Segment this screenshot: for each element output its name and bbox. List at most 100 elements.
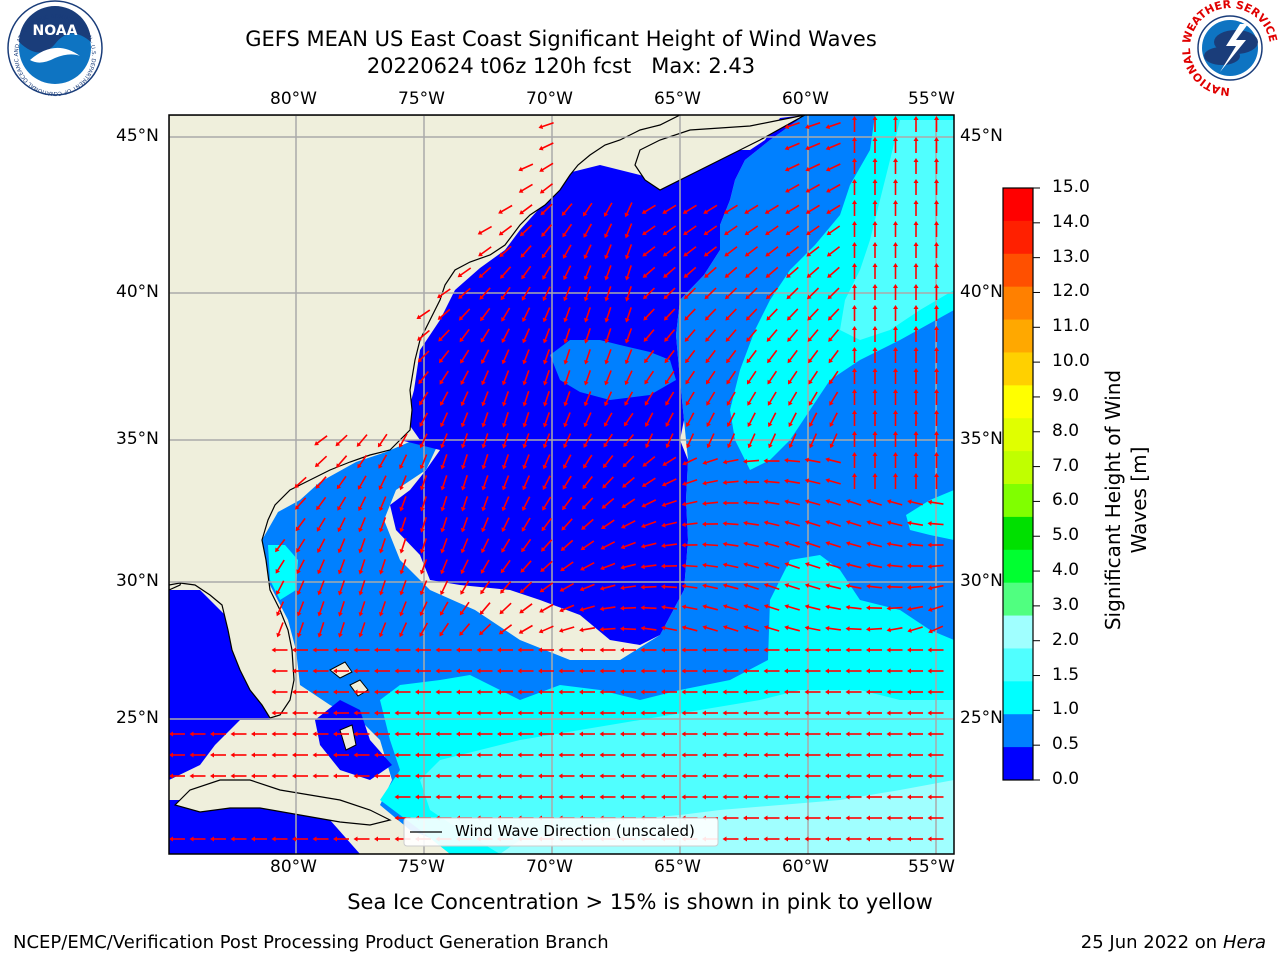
wind-wave-arrow-head xyxy=(502,401,507,407)
wind-wave-arrow-head xyxy=(747,401,752,406)
wind-wave-arrow xyxy=(748,412,756,426)
wind-wave-arrow-head xyxy=(826,252,832,257)
wind-wave-arrow-head xyxy=(886,584,891,590)
wind-wave-arrow xyxy=(540,582,554,592)
colorbar-segment xyxy=(1003,451,1033,485)
wind-wave-arrow-head xyxy=(497,689,501,695)
wind-wave-arrow xyxy=(581,583,595,591)
wind-wave-arrow xyxy=(786,563,800,569)
wind-wave-arrow-head xyxy=(640,710,645,716)
wind-wave-arrow-head xyxy=(725,294,730,300)
wind-wave-arrow-head xyxy=(642,252,648,257)
wind-wave-arrow xyxy=(888,564,903,568)
wind-wave-arrow xyxy=(564,412,571,426)
wind-wave-arrow xyxy=(929,605,944,611)
wind-wave-arrow-head xyxy=(787,337,792,342)
wind-wave-arrow-head xyxy=(913,116,919,120)
wind-wave-arrow xyxy=(358,475,367,489)
wind-wave-arrow xyxy=(459,623,471,635)
wind-wave-arrow-head xyxy=(398,443,404,448)
wind-wave-arrow xyxy=(642,606,657,610)
wind-wave-arrow-head xyxy=(538,145,544,151)
wind-wave-arrow-head xyxy=(807,337,813,342)
wind-wave-arrow xyxy=(809,391,818,405)
wind-wave-arrow-head xyxy=(497,668,501,674)
wind-wave-arrow xyxy=(460,601,470,615)
wind-wave-arrow-head xyxy=(415,689,419,695)
wind-wave-arrow-head xyxy=(804,562,810,567)
wind-wave-arrow-head xyxy=(893,221,898,225)
wind-wave-arrow-head xyxy=(913,242,919,246)
wind-wave-arrow-head xyxy=(643,316,648,321)
wind-wave-arrow-head xyxy=(415,710,419,716)
wind-wave-arrow xyxy=(523,433,530,447)
wind-wave-arrow-head xyxy=(602,463,608,469)
wind-wave-arrow xyxy=(543,286,551,300)
wind-wave-arrow-head xyxy=(583,211,588,217)
wind-wave-arrow xyxy=(806,563,821,569)
wind-wave-arrow xyxy=(459,308,471,320)
wind-wave-arrow-head xyxy=(316,527,322,532)
wind-wave-arrow-head xyxy=(189,836,194,842)
wind-wave-arrow xyxy=(462,496,468,510)
wind-wave-arrow-head xyxy=(271,773,276,779)
wind-wave-arrow-head xyxy=(338,612,343,617)
wind-wave-arrow-head xyxy=(579,586,585,592)
wind-wave-arrow-head xyxy=(624,380,630,386)
wind-wave-arrow-head xyxy=(784,710,788,716)
wind-wave-arrow xyxy=(622,498,636,508)
wind-wave-arrow xyxy=(707,412,715,426)
wind-wave-arrow-head xyxy=(934,221,939,225)
wind-wave-arrow xyxy=(564,286,571,300)
wind-wave-arrow xyxy=(724,480,739,484)
wind-wave-arrow-head xyxy=(934,116,939,120)
wind-wave-arrow xyxy=(543,412,551,426)
wind-wave-arrow xyxy=(623,434,635,446)
wind-wave-arrow-head xyxy=(827,316,833,321)
wind-wave-arrow-head xyxy=(500,274,505,279)
wind-wave-arrow xyxy=(584,412,592,426)
wind-wave-arrow-head xyxy=(685,379,690,385)
wind-wave-arrow-head xyxy=(746,337,751,342)
wind-wave-arrow-head xyxy=(542,296,547,302)
wind-wave-arrow xyxy=(830,433,838,447)
wind-wave-arrow xyxy=(604,202,613,216)
wind-wave-arrow xyxy=(705,266,717,278)
wind-wave-arrow-head xyxy=(558,647,563,653)
wind-wave-arrow-head xyxy=(665,401,670,406)
wind-wave-arrow-head xyxy=(744,252,750,257)
wind-wave-arrow-head xyxy=(230,731,235,737)
wind-wave-arrow-head xyxy=(558,668,563,674)
wind-wave-arrow xyxy=(379,475,387,489)
wind-wave-arrow-head xyxy=(872,368,878,372)
wind-wave-arrow-head xyxy=(744,209,750,214)
wind-wave-arrow xyxy=(686,412,695,426)
wind-wave-arrow-head xyxy=(784,815,788,821)
wind-wave-arrow-head xyxy=(353,773,358,779)
wind-wave-arrow-head xyxy=(561,211,567,216)
wind-wave-arrow-head xyxy=(624,359,630,365)
wind-wave-arrow-head xyxy=(271,731,276,737)
wind-wave-arrow-head xyxy=(866,836,870,842)
wind-wave-arrow-head xyxy=(620,794,624,800)
wind-wave-arrow-head xyxy=(336,463,341,468)
wind-wave-arrow-head xyxy=(517,773,522,779)
wind-wave-arrow-head xyxy=(292,731,296,737)
wind-wave-arrow xyxy=(541,224,553,236)
wind-wave-arrow-head xyxy=(600,565,605,571)
wind-wave-arrow xyxy=(704,458,718,464)
wind-wave-arrow-head xyxy=(189,752,194,758)
wind-wave-arrow-head xyxy=(763,815,768,821)
wind-wave-arrow-head xyxy=(683,252,689,257)
wind-wave-arrow-head xyxy=(520,568,526,573)
wind-wave-arrow-head xyxy=(872,284,878,288)
wind-wave-arrow-head xyxy=(681,604,687,610)
wind-wave-arrow-head xyxy=(419,422,424,427)
wind-wave-arrow-head xyxy=(230,752,235,758)
wind-wave-arrow-head xyxy=(722,836,727,842)
wind-wave-arrow xyxy=(707,433,715,447)
wind-wave-arrow-head xyxy=(394,815,399,821)
wind-wave-arrow-head xyxy=(681,773,686,779)
wind-wave-arrow xyxy=(704,204,718,214)
wind-wave-arrow-head xyxy=(399,506,405,512)
